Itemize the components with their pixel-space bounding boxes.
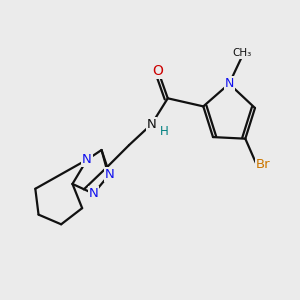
Text: CH₃: CH₃ [232, 48, 252, 58]
Text: N: N [105, 168, 115, 181]
Text: N: N [147, 118, 157, 131]
Text: Br: Br [256, 158, 270, 171]
Text: O: O [153, 64, 164, 78]
Text: N: N [88, 187, 98, 200]
Text: N: N [224, 77, 234, 90]
Text: N: N [82, 153, 92, 166]
Text: H: H [160, 125, 168, 138]
